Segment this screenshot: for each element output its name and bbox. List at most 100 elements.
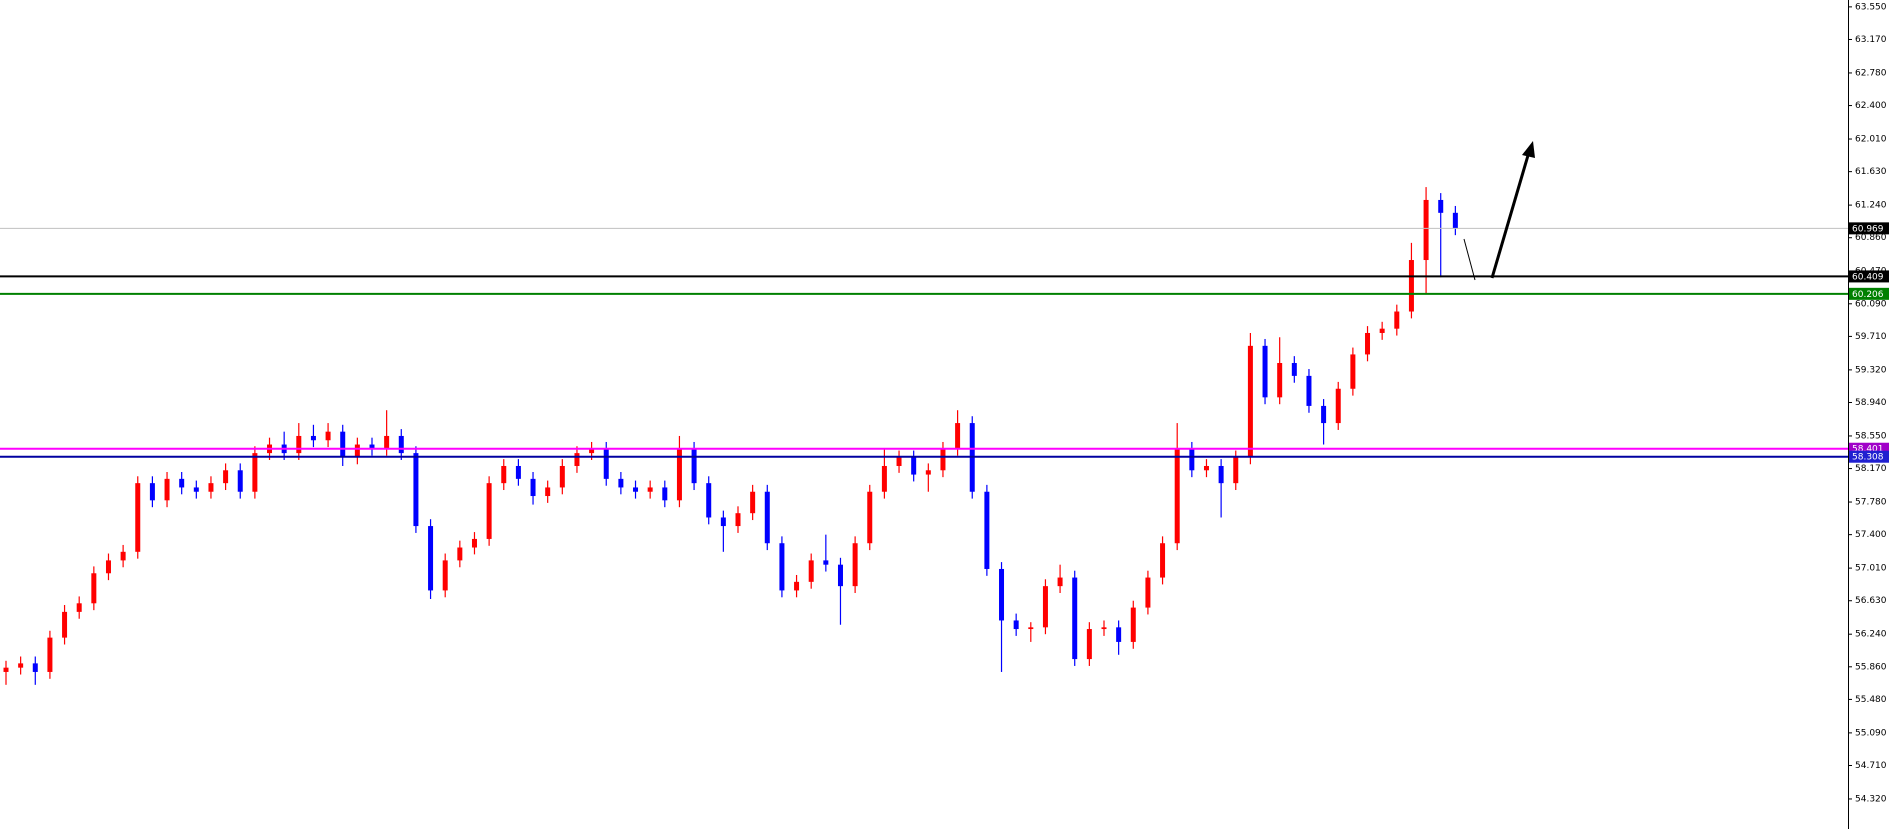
- candle-body: [384, 435, 390, 449]
- candle-body: [999, 568, 1005, 621]
- candle-body: [515, 465, 521, 479]
- y-tick-label: 61.630: [1855, 167, 1887, 177]
- candle-body: [633, 487, 639, 492]
- candle-body: [530, 478, 536, 497]
- candle-body: [911, 457, 917, 475]
- candle-body: [925, 470, 931, 475]
- candle-body: [325, 431, 331, 441]
- y-tick-label: 56.630: [1855, 596, 1887, 606]
- candle-body: [1321, 405, 1327, 424]
- candle-body: [1203, 465, 1209, 471]
- candle-body: [1189, 448, 1195, 471]
- candle-body: [471, 538, 477, 548]
- candle-body: [1174, 448, 1180, 544]
- level-label: 60.969: [1852, 224, 1884, 234]
- candle-body: [1365, 332, 1371, 355]
- candle-body: [618, 478, 624, 488]
- candle-body: [1438, 199, 1444, 213]
- candle-body: [120, 551, 126, 561]
- y-tick-label: 55.860: [1855, 662, 1887, 672]
- candle-body: [310, 435, 316, 441]
- candle-body: [1233, 457, 1239, 484]
- level-label-bg: [1849, 270, 1889, 283]
- candle-body: [1423, 199, 1429, 261]
- candle-body: [852, 543, 858, 587]
- candle-body: [881, 465, 887, 492]
- candle-body: [589, 448, 595, 454]
- candle-body: [18, 663, 24, 668]
- level-label-bg: [1849, 287, 1889, 300]
- candle-body: [252, 453, 258, 492]
- arrow-line: [1490, 151, 1531, 279]
- candle-body: [501, 465, 507, 484]
- candle-body: [1262, 345, 1268, 398]
- y-tick-label: 58.940: [1855, 398, 1887, 408]
- y-tick-label: 63.170: [1855, 35, 1887, 45]
- y-tick-label: 55.480: [1855, 695, 1887, 705]
- candle-body: [135, 483, 141, 552]
- candle-body: [32, 663, 38, 672]
- candle-body: [442, 560, 448, 591]
- candle-body: [837, 564, 843, 587]
- candle-body: [720, 517, 726, 527]
- candle-body: [164, 478, 170, 501]
- candle-body: [105, 560, 111, 574]
- y-tick-label: 63.550: [1855, 2, 1887, 12]
- candle-body: [1028, 627, 1034, 630]
- candle-body: [1116, 627, 1122, 642]
- candle-body: [1057, 577, 1063, 587]
- candle-body: [676, 448, 682, 501]
- candle-body: [76, 603, 82, 612]
- candle-body: [457, 547, 463, 561]
- y-tick-label: 62.400: [1855, 101, 1887, 111]
- candle-body: [237, 470, 243, 492]
- candle-body: [3, 667, 9, 672]
- level-label: 58.308: [1852, 453, 1884, 463]
- y-tick-label: 54.710: [1855, 761, 1887, 771]
- candle-body: [1306, 375, 1312, 406]
- drawings: [1463, 141, 1535, 281]
- candle-body: [296, 435, 302, 454]
- candle-body: [1452, 212, 1458, 229]
- candle-body: [1394, 311, 1400, 329]
- candle-body: [369, 444, 375, 449]
- candle-body: [149, 483, 155, 501]
- y-tick-label: 58.550: [1855, 431, 1887, 441]
- candle-body: [545, 487, 551, 497]
- candle-body: [340, 431, 346, 458]
- y-tick-label: 54.320: [1855, 794, 1887, 804]
- candle-body: [706, 483, 712, 518]
- candle-body: [1247, 345, 1253, 458]
- candle-body: [603, 448, 609, 479]
- trend-line: [1463, 238, 1476, 281]
- level-label-bg: [1849, 450, 1889, 463]
- y-tick-label: 58.170: [1855, 464, 1887, 474]
- level-label-bg: [1849, 222, 1889, 235]
- y-tick-label: 60.860: [1855, 233, 1887, 243]
- candle-body: [764, 491, 770, 544]
- y-tick-label: 57.780: [1855, 498, 1887, 508]
- candle-body: [208, 483, 214, 492]
- candle-body: [662, 487, 668, 501]
- candle-body: [647, 487, 653, 492]
- candle-body: [691, 448, 697, 484]
- candle-body: [428, 526, 434, 591]
- candle-body: [1101, 627, 1107, 630]
- y-tick-label: 60.090: [1855, 299, 1887, 309]
- candle-body: [867, 491, 873, 544]
- y-tick-label: 59.320: [1855, 365, 1887, 375]
- level-label: 60.206: [1852, 290, 1884, 300]
- candle-body: [794, 581, 800, 591]
- candle-body: [1218, 465, 1224, 484]
- candle-body: [398, 435, 404, 454]
- y-tick-label: 55.090: [1855, 728, 1887, 738]
- level-label: 58.401: [1852, 445, 1884, 455]
- candle-body: [486, 483, 492, 539]
- y-tick-label: 57.400: [1855, 530, 1887, 540]
- candle-body: [823, 560, 829, 565]
- candle-body: [735, 513, 741, 527]
- candle-body: [47, 637, 53, 672]
- candle-body: [1335, 388, 1341, 424]
